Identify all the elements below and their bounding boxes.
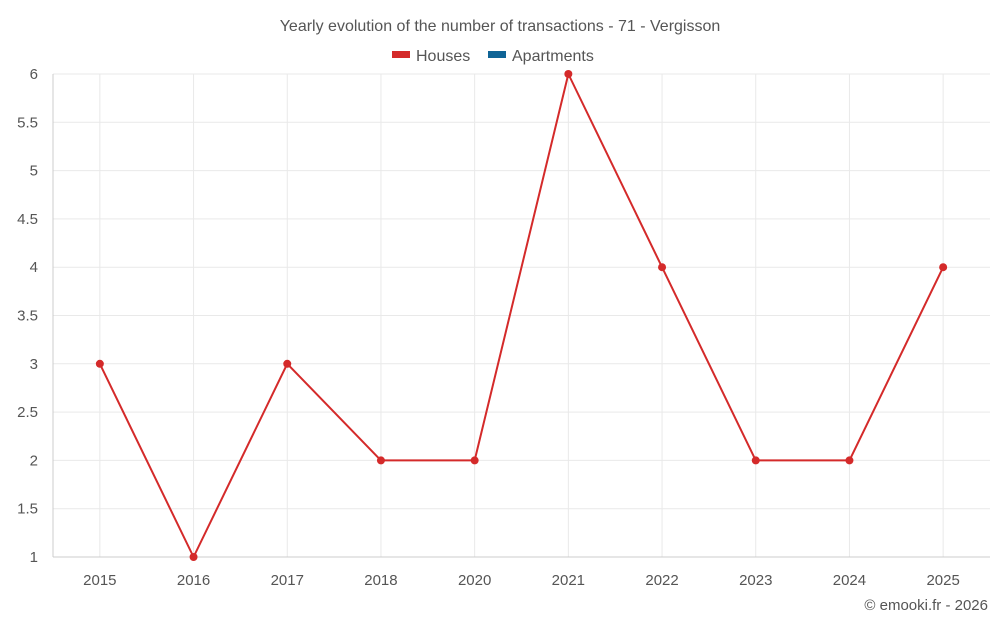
y-tick-label: 1 [30, 549, 38, 566]
y-tick-label: 1.5 [17, 501, 38, 518]
y-tick-label: 6 [30, 66, 38, 83]
data-point[interactable] [470, 456, 479, 465]
y-tick-label: 4.5 [17, 211, 38, 228]
data-point[interactable] [283, 359, 292, 368]
y-tick-label: 5.5 [17, 114, 38, 131]
series-houses [95, 70, 948, 561]
chart-title: Yearly evolution of the number of transa… [280, 18, 721, 35]
data-point[interactable] [845, 456, 854, 465]
x-tick-label: 2016 [177, 572, 210, 589]
data-point[interactable] [564, 70, 573, 78]
data-point[interactable] [939, 263, 948, 272]
y-tick-label: 3 [30, 356, 38, 373]
legend: Houses Apartments [392, 48, 594, 65]
data-point[interactable] [376, 456, 385, 465]
x-tick-label: 2020 [458, 572, 491, 589]
x-axis-ticks: 2015 2016 2017 2018 2020 2021 2022 2023 2024 2025 [83, 572, 960, 589]
y-tick-label: 2.5 [17, 404, 38, 421]
legend-swatch-houses[interactable] [392, 51, 410, 58]
legend-label-apartments[interactable]: Apartments [512, 48, 594, 65]
legend-label-houses[interactable]: Houses [416, 48, 470, 65]
x-tick-label: 2015 [83, 572, 116, 589]
x-tick-label: 2017 [271, 572, 304, 589]
y-tick-label: 4 [30, 259, 38, 276]
y-tick-label: 5 [30, 163, 38, 180]
y-tick-label: 2 [30, 452, 38, 469]
x-tick-label: 2018 [364, 572, 397, 589]
data-point[interactable] [95, 359, 104, 368]
x-tick-label: 2021 [552, 572, 585, 589]
x-tick-label: 2022 [645, 572, 678, 589]
y-axis-ticks: 1 1.5 2 2.5 3 3.5 4 4.5 5 5.5 6 [17, 66, 38, 566]
data-point[interactable] [751, 456, 760, 465]
data-point[interactable] [658, 263, 667, 272]
y-tick-label: 3.5 [17, 308, 38, 325]
x-tick-label: 2025 [926, 572, 959, 589]
grid [52, 73, 990, 558]
credit-text: © emooki.fr - 2026 [864, 597, 988, 614]
x-tick-label: 2023 [739, 572, 772, 589]
data-point[interactable] [189, 553, 198, 561]
series-line [98, 73, 945, 558]
x-tick-label: 2024 [833, 572, 866, 589]
legend-swatch-apartments[interactable] [488, 51, 506, 58]
